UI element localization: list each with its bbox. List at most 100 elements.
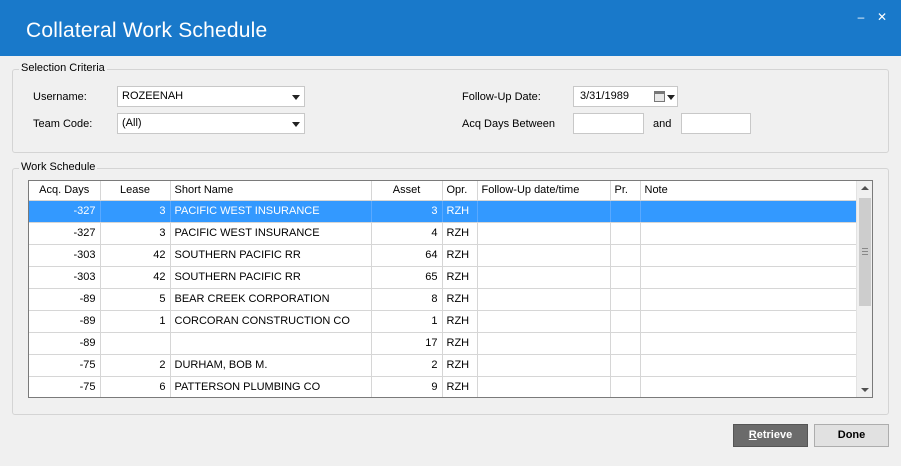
cell-note[interactable] (640, 288, 858, 311)
cell-pr[interactable] (610, 288, 641, 311)
scroll-up-icon[interactable] (861, 186, 869, 190)
cell-asset[interactable]: 3 (371, 200, 443, 223)
cell-lease[interactable]: 42 (100, 266, 171, 289)
cell-note[interactable] (640, 310, 858, 333)
table-row[interactable]: -327 3 PACIFIC WEST INSURANCE 3 RZH (29, 200, 858, 223)
table-row[interactable]: -327 3 PACIFIC WEST INSURANCE 4 RZH (29, 222, 858, 245)
cell-lease[interactable]: 42 (100, 244, 171, 267)
followup-date-picker[interactable]: 3/31/1989 (573, 86, 678, 107)
cell-acq-days[interactable]: -75 (29, 376, 101, 397)
scroll-thumb[interactable] (859, 198, 871, 306)
cell-opr[interactable]: RZH (442, 244, 478, 267)
table-row[interactable]: -89 17 RZH (29, 332, 858, 355)
cell-short-name[interactable] (170, 332, 372, 355)
cell-pr[interactable] (610, 354, 641, 377)
username-dropdown[interactable]: ROZEENAH (117, 86, 305, 107)
cell-acq-days[interactable]: -89 (29, 310, 101, 333)
cell-followup[interactable] (477, 310, 611, 333)
scroll-down-icon[interactable] (861, 388, 869, 392)
cell-pr[interactable] (610, 266, 641, 289)
cell-acq-days[interactable]: -327 (29, 200, 101, 223)
cell-asset[interactable]: 17 (371, 332, 443, 355)
cell-short-name[interactable]: PACIFIC WEST INSURANCE (170, 222, 372, 245)
team-code-dropdown[interactable]: (All) (117, 113, 305, 134)
col-header-short-name[interactable]: Short Name (170, 181, 372, 201)
cell-lease[interactable]: 1 (100, 310, 171, 333)
col-header-acq-days[interactable]: Acq. Days (29, 181, 101, 201)
col-header-followup[interactable]: Follow-Up date/time (477, 181, 611, 201)
work-schedule-grid[interactable]: Acq. Days Lease Short Name Asset Opr. Fo… (28, 180, 873, 398)
col-header-note[interactable]: Note (640, 181, 858, 201)
cell-followup[interactable] (477, 332, 611, 355)
cell-note[interactable] (640, 244, 858, 267)
cell-followup[interactable] (477, 244, 611, 267)
cell-pr[interactable] (610, 244, 641, 267)
table-row[interactable]: -89 1 CORCORAN CONSTRUCTION CO 1 RZH (29, 310, 858, 333)
cell-acq-days[interactable]: -89 (29, 288, 101, 311)
cell-opr[interactable]: RZH (442, 376, 478, 397)
cell-opr[interactable]: RZH (442, 266, 478, 289)
retrieve-button[interactable]: Retrieve (733, 424, 808, 447)
cell-short-name[interactable]: DURHAM, BOB M. (170, 354, 372, 377)
done-button[interactable]: Done (814, 424, 889, 447)
cell-acq-days[interactable]: -89 (29, 332, 101, 355)
cell-note[interactable] (640, 376, 858, 397)
cell-acq-days[interactable]: -75 (29, 354, 101, 377)
cell-acq-days[interactable]: -303 (29, 266, 101, 289)
cell-opr[interactable]: RZH (442, 200, 478, 223)
cell-lease[interactable]: 3 (100, 200, 171, 223)
table-row[interactable]: -303 42 SOUTHERN PACIFIC RR 65 RZH (29, 266, 858, 289)
table-row[interactable]: -89 5 BEAR CREEK CORPORATION 8 RZH (29, 288, 858, 311)
cell-followup[interactable] (477, 200, 611, 223)
cell-acq-days[interactable]: -303 (29, 244, 101, 267)
table-row[interactable]: -303 42 SOUTHERN PACIFIC RR 64 RZH (29, 244, 858, 267)
cell-lease[interactable] (100, 332, 171, 355)
cell-followup[interactable] (477, 266, 611, 289)
table-row[interactable]: -75 6 PATTERSON PLUMBING CO 9 RZH (29, 376, 858, 397)
col-header-lease[interactable]: Lease (100, 181, 171, 201)
cell-short-name[interactable]: PACIFIC WEST INSURANCE (170, 200, 372, 223)
cell-pr[interactable] (610, 310, 641, 333)
cell-followup[interactable] (477, 288, 611, 311)
cell-short-name[interactable]: CORCORAN CONSTRUCTION CO (170, 310, 372, 333)
col-header-asset[interactable]: Asset (371, 181, 443, 201)
cell-note[interactable] (640, 222, 858, 245)
cell-lease[interactable]: 5 (100, 288, 171, 311)
cell-followup[interactable] (477, 354, 611, 377)
cell-note[interactable] (640, 354, 858, 377)
cell-asset[interactable]: 9 (371, 376, 443, 397)
cell-note[interactable] (640, 266, 858, 289)
cell-asset[interactable]: 64 (371, 244, 443, 267)
cell-pr[interactable] (610, 222, 641, 245)
cell-opr[interactable]: RZH (442, 332, 478, 355)
cell-followup[interactable] (477, 376, 611, 397)
col-header-opr[interactable]: Opr. (442, 181, 478, 201)
cell-asset[interactable]: 8 (371, 288, 443, 311)
col-header-pr[interactable]: Pr. (610, 181, 641, 201)
cell-short-name[interactable]: BEAR CREEK CORPORATION (170, 288, 372, 311)
cell-lease[interactable]: 2 (100, 354, 171, 377)
vertical-scrollbar[interactable] (856, 181, 872, 397)
cell-asset[interactable]: 1 (371, 310, 443, 333)
cell-short-name[interactable]: SOUTHERN PACIFIC RR (170, 266, 372, 289)
cell-short-name[interactable]: SOUTHERN PACIFIC RR (170, 244, 372, 267)
close-icon[interactable]: ✕ (876, 10, 888, 24)
acq-days-from-input[interactable] (573, 113, 644, 134)
minimize-icon[interactable]: ‒ (857, 10, 865, 24)
cell-followup[interactable] (477, 222, 611, 245)
cell-opr[interactable]: RZH (442, 222, 478, 245)
cell-asset[interactable]: 2 (371, 354, 443, 377)
cell-opr[interactable]: RZH (442, 288, 478, 311)
cell-opr[interactable]: RZH (442, 310, 478, 333)
cell-lease[interactable]: 3 (100, 222, 171, 245)
cell-pr[interactable] (610, 376, 641, 397)
cell-acq-days[interactable]: -327 (29, 222, 101, 245)
cell-asset[interactable]: 65 (371, 266, 443, 289)
cell-note[interactable] (640, 332, 858, 355)
table-row[interactable]: -75 2 DURHAM, BOB M. 2 RZH (29, 354, 858, 377)
cell-pr[interactable] (610, 200, 641, 223)
cell-lease[interactable]: 6 (100, 376, 171, 397)
acq-days-to-input[interactable] (681, 113, 751, 134)
cell-note[interactable] (640, 200, 858, 223)
cell-short-name[interactable]: PATTERSON PLUMBING CO (170, 376, 372, 397)
